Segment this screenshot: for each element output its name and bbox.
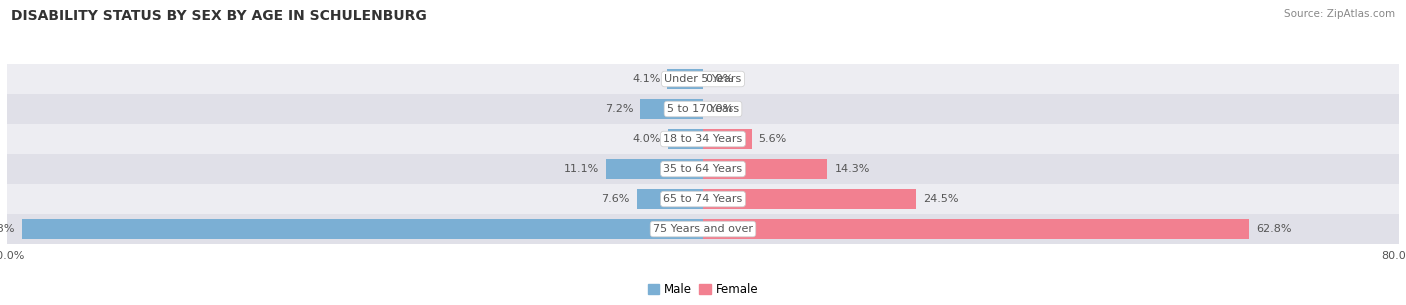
Bar — [668, 69, 703, 89]
Bar — [703, 129, 752, 149]
Text: 5.6%: 5.6% — [759, 134, 787, 144]
Text: 5 to 17 Years: 5 to 17 Years — [666, 104, 740, 114]
Text: 0.0%: 0.0% — [704, 104, 734, 114]
Text: Source: ZipAtlas.com: Source: ZipAtlas.com — [1284, 9, 1395, 19]
Text: 65 to 74 Years: 65 to 74 Years — [664, 194, 742, 204]
Text: 62.8%: 62.8% — [1257, 224, 1292, 234]
Bar — [7, 94, 1399, 124]
Text: 35 to 64 Years: 35 to 64 Years — [664, 164, 742, 174]
Text: 4.0%: 4.0% — [633, 134, 661, 144]
Text: 4.1%: 4.1% — [631, 74, 661, 84]
Bar — [640, 99, 703, 119]
Text: DISABILITY STATUS BY SEX BY AGE IN SCHULENBURG: DISABILITY STATUS BY SEX BY AGE IN SCHUL… — [11, 9, 427, 23]
Bar — [668, 129, 703, 149]
Bar — [7, 154, 1399, 184]
Bar — [7, 124, 1399, 154]
Text: 14.3%: 14.3% — [834, 164, 870, 174]
Text: Under 5 Years: Under 5 Years — [665, 74, 741, 84]
Text: 7.2%: 7.2% — [605, 104, 633, 114]
Bar — [703, 189, 917, 209]
Text: 18 to 34 Years: 18 to 34 Years — [664, 134, 742, 144]
Bar — [637, 189, 703, 209]
Text: 24.5%: 24.5% — [924, 194, 959, 204]
Text: 0.0%: 0.0% — [704, 74, 734, 84]
Legend: Male, Female: Male, Female — [643, 278, 763, 301]
Bar — [703, 159, 827, 179]
Text: 78.3%: 78.3% — [0, 224, 15, 234]
Bar — [606, 159, 703, 179]
Text: 7.6%: 7.6% — [602, 194, 630, 204]
Bar — [7, 184, 1399, 214]
Bar — [7, 64, 1399, 94]
Bar — [7, 214, 1399, 244]
Text: 11.1%: 11.1% — [564, 164, 599, 174]
Bar — [703, 219, 1250, 239]
Text: 75 Years and over: 75 Years and over — [652, 224, 754, 234]
Bar — [22, 219, 703, 239]
